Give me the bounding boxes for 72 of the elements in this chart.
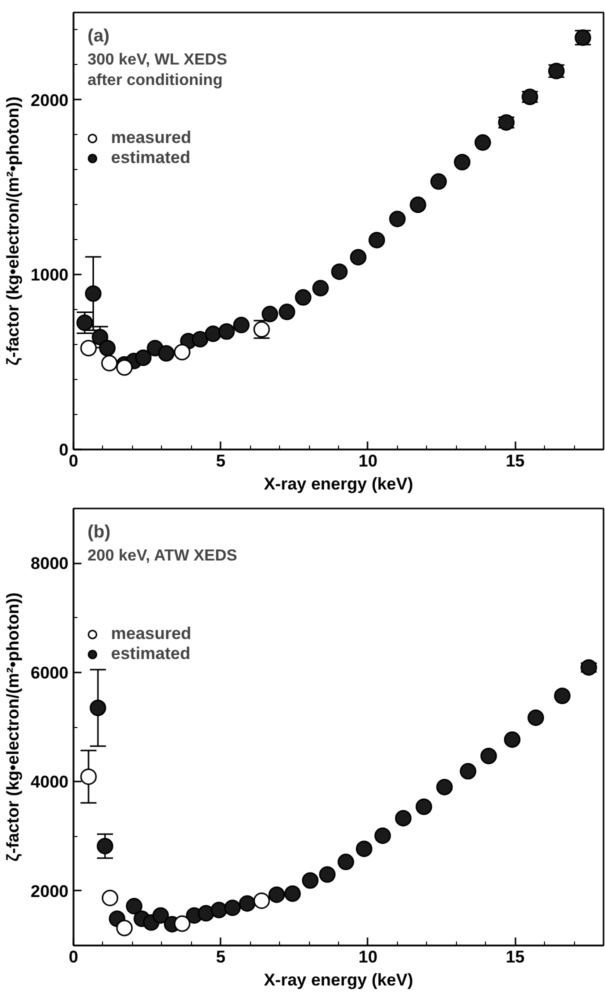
point — [430, 173, 447, 190]
point — [319, 866, 336, 883]
y-axis-title: ζ-factor (kg•electron/(m²•photon)) — [4, 592, 23, 862]
point — [268, 886, 285, 903]
point — [210, 902, 228, 918]
point — [96, 838, 114, 854]
point — [395, 810, 412, 826]
text: (a) — [88, 26, 110, 46]
point — [580, 659, 598, 676]
point — [554, 688, 571, 704]
point — [350, 248, 366, 266]
point — [338, 854, 354, 870]
legend-label: measured — [111, 624, 192, 644]
x-tick-label: 10 — [358, 452, 378, 470]
text: (b) — [88, 522, 110, 542]
point — [238, 895, 256, 912]
point — [99, 340, 116, 356]
point — [460, 763, 476, 780]
y-tick-label: 6000 — [30, 663, 69, 682]
point — [410, 196, 426, 214]
point — [233, 316, 250, 334]
point — [389, 210, 406, 228]
point — [174, 915, 190, 932]
point — [331, 263, 348, 280]
point — [374, 827, 391, 844]
point — [76, 314, 93, 332]
x-tick-label: 10 — [358, 948, 378, 966]
point — [294, 289, 312, 306]
point — [152, 907, 169, 924]
point — [504, 731, 520, 748]
point — [528, 709, 544, 726]
x-tick-label: 15 — [506, 948, 525, 966]
point — [90, 700, 106, 716]
point — [436, 778, 453, 796]
text: 300 keV, WL XEDS after conditioning — [88, 52, 228, 89]
point — [262, 306, 278, 322]
point — [278, 304, 296, 320]
point — [284, 885, 301, 902]
point — [135, 349, 152, 366]
point — [204, 326, 222, 342]
y-tick-label: 1000 — [30, 266, 69, 285]
y-tick-label: 2000 — [30, 90, 69, 110]
x-tick-label: 15 — [506, 452, 525, 470]
text: 200 keV, ATW XEDS — [88, 548, 238, 564]
point — [126, 898, 142, 914]
legend-label: estimated — [111, 644, 190, 664]
point — [116, 359, 133, 376]
point — [416, 798, 432, 815]
point — [474, 134, 492, 151]
point — [158, 345, 174, 362]
point — [192, 330, 208, 348]
point — [368, 232, 386, 248]
point — [218, 323, 235, 340]
y-tick-label: 4000 — [30, 772, 69, 792]
point — [312, 280, 329, 296]
x-tick-label: 5 — [216, 452, 226, 470]
point — [302, 872, 318, 889]
point — [80, 768, 97, 785]
legend-label: measured — [111, 128, 192, 148]
point — [198, 905, 214, 922]
y-tick-label: 2000 — [30, 882, 69, 901]
y-tick-label: 8000 — [30, 554, 69, 574]
x-tick-label: 5 — [216, 948, 226, 966]
point — [454, 154, 470, 170]
x-axis-title: X-ray energy (keV) — [264, 970, 414, 990]
legend-label: estimated — [111, 148, 190, 168]
point — [480, 748, 497, 764]
point — [84, 285, 102, 302]
x-axis-title: X-ray energy (keV) — [264, 474, 414, 494]
point — [224, 900, 241, 916]
point — [356, 840, 372, 858]
y-axis-title: ζ-factor (kg•electron/(m²•photon)) — [4, 96, 23, 366]
